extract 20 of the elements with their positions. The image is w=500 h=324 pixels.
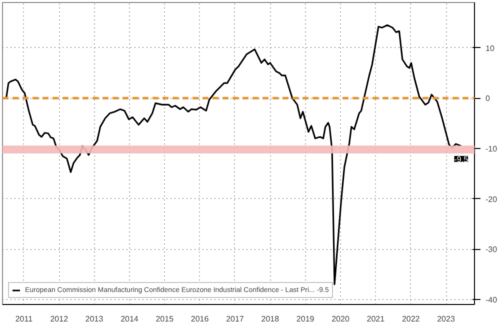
x-tick-label: 2015 — [156, 314, 174, 324]
x-tick-label: 2021 — [366, 314, 386, 324]
x-tick-label: 2020 — [332, 314, 350, 324]
y-tick-label: 0 — [486, 94, 490, 104]
x-tick-label: 2017 — [226, 314, 244, 324]
x-tick-label: 2018 — [261, 314, 280, 324]
y-tick-label: -20 — [486, 194, 498, 204]
annotation: -9.5 — [454, 154, 469, 164]
x-tick-label: 2014 — [120, 314, 139, 324]
x-tick-label: 2023 — [437, 314, 456, 324]
x-tick-label: 2013 — [85, 314, 104, 324]
x-tick-label: 2011 — [15, 314, 34, 324]
x-tick-label: 2019 — [296, 314, 315, 324]
x-tick-label: 2012 — [50, 314, 69, 324]
y-tick-label: 10 — [486, 44, 495, 53]
y-tick-label: -10 — [486, 144, 498, 154]
y-tick-label: -30 — [486, 245, 498, 254]
y-tick-label: -40 — [486, 295, 498, 304]
x-tick-label: 2022 — [402, 314, 420, 324]
x-tick-label: 2016 — [190, 314, 210, 324]
